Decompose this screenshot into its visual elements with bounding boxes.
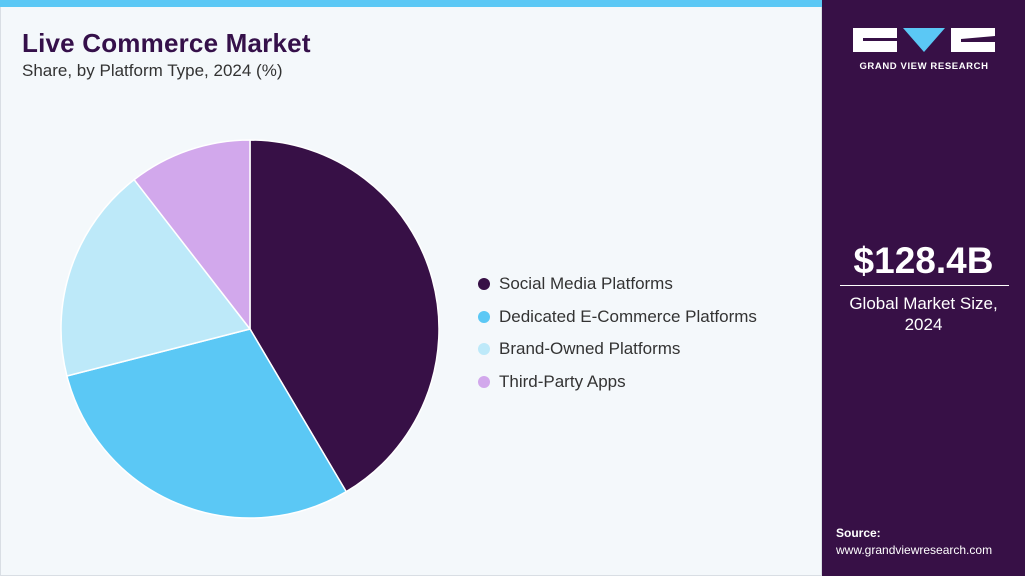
market-size-label-line2: 2024 [904,315,943,334]
market-size-label-line1: Global Market Size, [849,294,998,313]
chart-legend: Social Media Platforms Dedicated E-Commer… [478,268,757,398]
legend-swatch [478,278,490,291]
legend-swatch [478,375,490,388]
legend-label: Social Media Platforms [499,274,673,294]
legend-swatch [478,343,490,356]
chart-subtitle: Share, by Platform Type, 2024 (%) [22,61,283,80]
source-url: www.grandviewresearch.com [836,543,993,557]
legend-label: Dedicated E-Commerce Platforms [499,306,757,326]
accent-bar [0,0,822,7]
market-size-label: Global Market Size, 2024 [822,293,1025,335]
legend-item: Third-Party Apps [478,366,757,399]
legend-item: Brand-Owned Platforms [478,333,757,366]
source-label: Source: [836,526,881,540]
legend-item: Social Media Platforms [478,268,757,301]
pie-slice-brand-owned-platforms [60,178,252,377]
pie-slice-social-media-platforms [249,139,440,493]
market-size-value: $128.4B [853,240,994,281]
logo-wordmark: GRAND VIEW RESEARCH [859,61,989,72]
grand-view-research-logo [853,28,995,52]
pie-slice-third-party-apps [133,139,251,332]
pie-slice-dedicated-e-commerce-platforms [66,328,348,519]
chart-title: Live Commerce Market [22,28,311,58]
legend-item: Dedicated E-Commerce Platforms [478,301,757,334]
market-size-divider [840,285,1009,286]
side-panel [822,0,1025,576]
pie-chart [60,139,440,519]
legend-label: Third-Party Apps [499,371,626,391]
legend-label: Brand-Owned Platforms [499,339,681,359]
legend-swatch [478,310,490,323]
